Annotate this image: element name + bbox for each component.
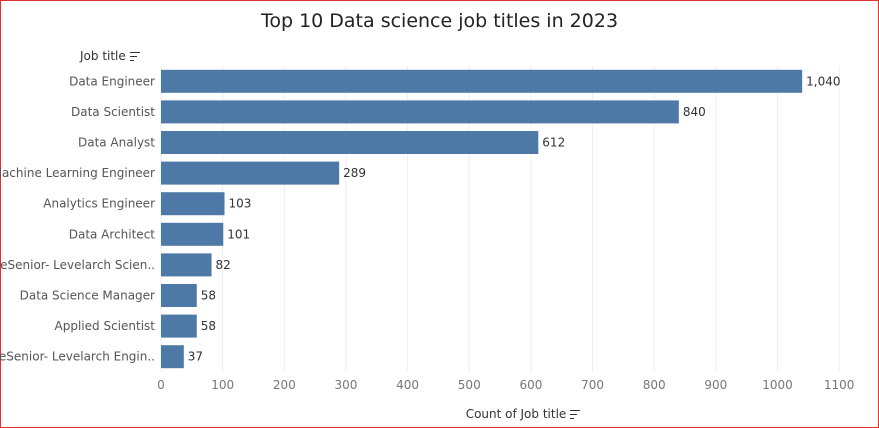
data-label: 82 xyxy=(216,258,231,272)
x-tick-label: 0 xyxy=(157,378,165,392)
data-label: 58 xyxy=(201,289,216,303)
category-label[interactable]: Data Engineer xyxy=(69,74,155,88)
category-label[interactable]: Data Science Manager xyxy=(20,289,155,303)
data-label: 101 xyxy=(227,227,250,241)
x-tick-label: 900 xyxy=(704,378,727,392)
y-axis-header[interactable]: Job title xyxy=(80,49,140,63)
x-tick-label: 700 xyxy=(581,378,604,392)
category-label[interactable]: ReSenior- Levelarch Scien.. xyxy=(0,258,155,272)
x-tick-label: 500 xyxy=(458,378,481,392)
category-label[interactable]: Machine Learning Engineer xyxy=(0,166,155,180)
category-label[interactable]: Applied Scientist xyxy=(55,319,156,333)
sort-descending-icon[interactable] xyxy=(129,51,140,61)
category-label[interactable]: ReSenior- Levelarch Engin.. xyxy=(0,350,155,364)
category-label[interactable]: Data Architect xyxy=(69,227,156,241)
x-axis-header[interactable]: Count of Job title xyxy=(0,407,879,421)
x-tick-label: 200 xyxy=(273,378,296,392)
x-tick-label: 400 xyxy=(396,378,419,392)
data-label: 1,040 xyxy=(806,74,840,88)
x-tick-label: 1000 xyxy=(762,378,793,392)
data-label: 58 xyxy=(201,319,216,333)
bar[interactable] xyxy=(161,222,224,246)
y-axis-title: Job title xyxy=(80,49,126,63)
category-label[interactable]: Data Analyst xyxy=(78,136,155,150)
chart-title: Top 10 Data science job titles in 2023 xyxy=(260,10,619,32)
bar[interactable] xyxy=(161,253,212,277)
data-label: 289 xyxy=(343,166,366,180)
bar[interactable] xyxy=(161,314,197,338)
x-axis-title: Count of Job title xyxy=(465,407,567,421)
data-label: 840 xyxy=(683,105,706,119)
bar[interactable] xyxy=(161,69,803,93)
x-tick-label: 300 xyxy=(334,378,357,392)
data-label: 103 xyxy=(228,197,251,211)
bar[interactable] xyxy=(161,284,197,307)
bar[interactable] xyxy=(161,131,539,154)
bar[interactable] xyxy=(161,100,679,124)
category-label[interactable]: Analytics Engineer xyxy=(43,197,155,211)
data-label: 37 xyxy=(188,350,203,364)
sort-descending-icon[interactable] xyxy=(570,409,581,419)
x-tick-label: 1100 xyxy=(824,378,855,392)
category-label[interactable]: Data Scientist xyxy=(71,105,155,119)
bar[interactable] xyxy=(161,161,340,185)
bar[interactable] xyxy=(161,192,225,216)
x-tick-label: 100 xyxy=(211,378,234,392)
x-tick-label: 600 xyxy=(519,378,542,392)
x-tick-label: 800 xyxy=(643,378,666,392)
data-label: 612 xyxy=(542,136,565,150)
bar[interactable] xyxy=(161,345,184,369)
